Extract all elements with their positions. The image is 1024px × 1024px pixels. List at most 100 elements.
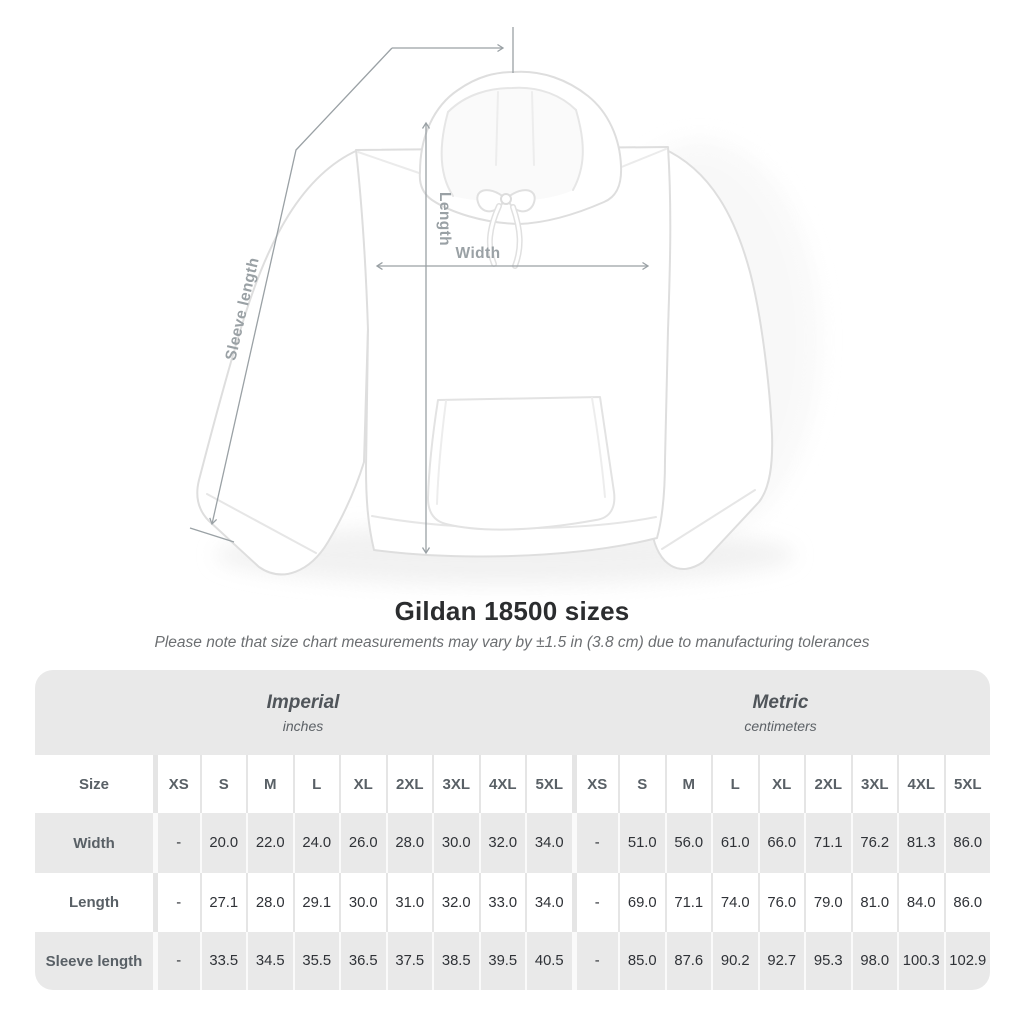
size-header-cell: Size (78, 775, 109, 793)
value-cell: - (571, 813, 619, 873)
size-col-header: L (292, 755, 340, 813)
value-cell: - (153, 813, 200, 873)
sleeve-measure-diagonal (209, 47, 393, 526)
length-measure-label: Length (436, 192, 453, 246)
value-cell: 81.0 (850, 873, 898, 932)
value-cell: 24.0 (292, 813, 340, 873)
length-row: Length - 27.1 28.0 29.1 30.0 31.0 32.0 3… (35, 873, 990, 932)
value-cell: 33.5 (199, 932, 247, 990)
row-label: Sleeve length (45, 952, 143, 970)
size-col-header: XS (153, 755, 200, 813)
metric-group-label: Metric (752, 691, 809, 713)
size-col-header: 4XL (897, 755, 944, 813)
size-col-header: S (618, 755, 665, 813)
value-cell: 33.0 (478, 873, 526, 932)
value-cell: 76.0 (757, 873, 805, 932)
value-cell: - (153, 932, 200, 990)
value-cell: 56.0 (664, 813, 712, 873)
page-subtitle: Please note that size chart measurements… (154, 634, 870, 651)
value-cell: 71.1 (664, 873, 712, 932)
hoodie-graphic (196, 70, 774, 576)
value-cell: 100.3 (897, 932, 944, 990)
value-cell: 27.1 (199, 873, 247, 932)
value-cell: 81.3 (897, 813, 944, 873)
value-cell: 87.6 (664, 932, 712, 990)
value-cell: - (571, 873, 619, 932)
value-cell: 29.1 (292, 873, 340, 932)
value-cell: 51.0 (618, 813, 665, 873)
value-cell: 36.5 (339, 932, 386, 990)
size-col-header: M (664, 755, 712, 813)
value-cell: 69.0 (618, 873, 665, 932)
unit-group-header-band: Imperial inches Metric centimeters (35, 670, 990, 755)
value-cell: 74.0 (711, 873, 758, 932)
size-col-header: XL (339, 755, 386, 813)
value-cell: - (571, 932, 619, 990)
size-col-header: 2XL (804, 755, 851, 813)
sleeve-length-row: Sleeve length - 33.5 34.5 35.5 36.5 37.5… (35, 932, 990, 990)
page-title: Gildan 18500 sizes (394, 596, 630, 626)
value-cell: 86.0 (943, 873, 991, 932)
metric-group-unit: centimeters (744, 717, 817, 734)
row-label: Length (69, 894, 119, 911)
imperial-group-label: Imperial (266, 691, 340, 713)
size-col-header: M (246, 755, 293, 813)
size-header-row: Size XS S M L XL 2XL 3XL 4XL 5XL XS S M … (35, 755, 990, 813)
hoodie-pocket (427, 396, 616, 531)
value-cell: 28.0 (246, 873, 293, 932)
value-cell: 26.0 (339, 813, 386, 873)
width-row: Width - 20.0 22.0 24.0 26.0 28.0 30.0 32… (35, 813, 990, 873)
hoodie-illustration: Width Length Sleeve length (189, 27, 820, 585)
size-col-header: 4XL (478, 755, 526, 813)
value-cell: 31.0 (385, 873, 433, 932)
value-cell: 37.5 (385, 932, 433, 990)
value-cell: 20.0 (199, 813, 247, 873)
value-cell: - (153, 873, 200, 932)
value-cell: 85.0 (618, 932, 665, 990)
value-cell: 71.1 (804, 813, 851, 873)
value-cell: 39.5 (478, 932, 526, 990)
value-cell: 22.0 (246, 813, 293, 873)
value-cell: 30.0 (339, 873, 386, 932)
size-col-header: 3XL (850, 755, 898, 813)
size-col-header: XS (571, 755, 619, 813)
size-col-header: 5XL (943, 755, 991, 813)
hoodie-drawstrings (476, 189, 536, 269)
value-cell: 79.0 (804, 873, 851, 932)
size-col-header: S (199, 755, 247, 813)
width-measure-label: Width (456, 245, 501, 262)
value-cell: 40.5 (525, 932, 572, 990)
value-cell: 90.2 (711, 932, 758, 990)
value-cell: 92.7 (757, 932, 805, 990)
size-col-header: 3XL (432, 755, 479, 813)
value-cell: 35.5 (292, 932, 340, 990)
value-cell: 76.2 (850, 813, 898, 873)
heading-block: Gildan 18500 sizes Please note that size… (0, 596, 1024, 652)
size-col-header: XL (757, 755, 805, 813)
value-cell: 38.5 (432, 932, 479, 990)
value-cell: 34.5 (246, 932, 293, 990)
value-cell: 66.0 (757, 813, 805, 873)
value-cell: 61.0 (711, 813, 758, 873)
value-cell: 28.0 (385, 813, 433, 873)
size-col-header: 2XL (385, 755, 433, 813)
value-cell: 86.0 (943, 813, 991, 873)
value-cell: 102.9 (943, 932, 991, 990)
size-col-header: 5XL (525, 755, 572, 813)
value-cell: 95.3 (804, 932, 851, 990)
sleeve-measure-tick-bottom (189, 527, 235, 543)
value-cell: 98.0 (850, 932, 898, 990)
value-cell: 34.0 (525, 873, 572, 932)
value-cell: 32.0 (432, 873, 479, 932)
value-cell: 32.0 (478, 813, 526, 873)
size-table: Imperial inches Metric centimeters Size … (35, 670, 990, 990)
value-cell: 34.0 (525, 813, 572, 873)
value-cell: 30.0 (432, 813, 479, 873)
row-label: Width (73, 834, 115, 852)
size-col-header: L (711, 755, 758, 813)
hoodie-left-sleeve (196, 149, 372, 576)
value-cell: 84.0 (897, 873, 944, 932)
imperial-group-header: Imperial inches (35, 670, 571, 755)
imperial-group-unit: inches (282, 717, 324, 734)
